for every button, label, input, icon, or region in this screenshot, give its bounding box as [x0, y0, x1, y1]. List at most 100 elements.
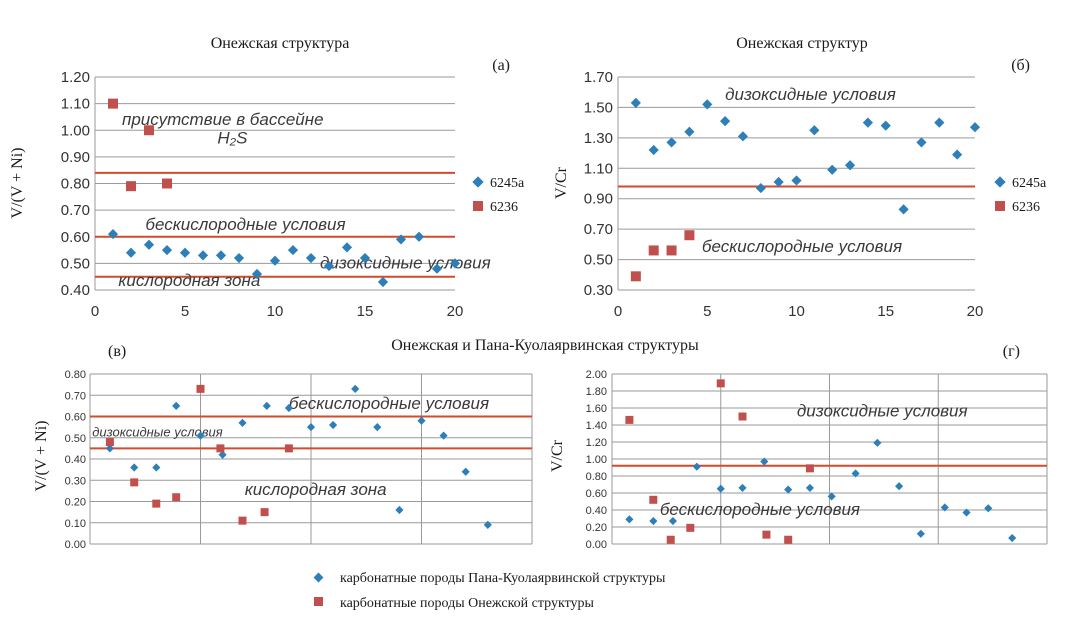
grid-d	[611, 373, 1048, 545]
data-point	[716, 379, 725, 388]
data-point	[284, 403, 293, 413]
data-point	[179, 247, 191, 258]
data-point	[716, 484, 725, 493]
y-tick-label: 1.20	[586, 437, 607, 449]
data-point	[144, 125, 154, 136]
data-point	[439, 431, 448, 440]
y-tick-label: 0.10	[65, 518, 86, 530]
y-ticks-b: 0.30 0.50 0.70 0.90 1.10 1.30 1.50 1.70	[584, 69, 613, 299]
y-tick-label: 0.40	[586, 505, 607, 517]
legend-entry: 6236	[995, 200, 1040, 215]
data-point	[625, 415, 634, 424]
annotation: дизоксидные условия	[725, 85, 896, 104]
y-tick-label: 0.00	[586, 539, 607, 551]
legend-entry: 6245а	[472, 176, 525, 191]
annotation: бескислородные условия	[145, 215, 345, 234]
data-point	[233, 252, 245, 264]
annotations-d: дизоксидные условия бескислородные услови…	[660, 402, 968, 520]
data-point	[862, 117, 873, 128]
legend-label: 6236	[490, 200, 518, 215]
data-point	[196, 384, 205, 393]
data-point	[162, 178, 172, 189]
legend-marker-square	[314, 597, 323, 606]
data-point	[648, 144, 659, 156]
data-point	[431, 263, 443, 274]
data-point	[666, 137, 677, 148]
data-point	[762, 530, 771, 539]
data-point	[844, 160, 856, 171]
chart-panel-a: Онежская структура (а) V/(V + Ni) 0.400.…	[9, 35, 525, 320]
x-tick-label: 10	[788, 303, 805, 320]
data-point	[107, 228, 119, 240]
data-point	[238, 516, 247, 525]
legend-label: 6245а	[490, 176, 525, 191]
y-tick-label: 1.00	[61, 122, 90, 139]
data-point	[449, 258, 461, 269]
data-point	[341, 242, 353, 253]
data-point	[686, 523, 695, 532]
grid-c	[89, 373, 533, 545]
data-point	[215, 250, 227, 261]
data-point	[649, 516, 658, 526]
legend-entry: 6245а	[994, 176, 1047, 191]
x-tick-label: 15	[357, 303, 374, 320]
data-point	[125, 247, 137, 258]
annotation: дизоксидные условия	[92, 425, 223, 440]
y-tick-label: 1.10	[584, 160, 613, 177]
data-point	[738, 412, 747, 421]
data-point	[805, 483, 814, 492]
y-tick-label: 0.20	[65, 497, 86, 509]
data-point	[851, 469, 860, 478]
legend-entry-pana: карбонатные породы Пана-Куолаярвинской с…	[313, 571, 666, 586]
x-tick-label: 10	[267, 303, 284, 320]
data-point	[130, 478, 139, 487]
data-point	[351, 384, 360, 393]
data-point	[738, 483, 747, 492]
data-point	[461, 467, 470, 476]
x-tick-label: 20	[967, 303, 984, 320]
chart-panel-d: (г) V/Cr 0.00 0.20 0.40 0.60 0.80 1.00 1.20 1.4…	[549, 343, 1048, 551]
y-tick-label: 1.00	[586, 454, 607, 466]
data-point	[969, 122, 981, 133]
annotation: кислородная зона	[118, 271, 260, 290]
y-tick-label: 0.60	[586, 488, 607, 500]
data-point	[755, 182, 766, 194]
annotation: кислородная зона	[245, 480, 387, 499]
grid-b	[617, 76, 975, 291]
y-axis-label-d: V/Cr	[549, 439, 566, 472]
threshold-lines-a	[95, 171, 455, 278]
data-point	[737, 131, 749, 142]
legend-marker	[473, 201, 483, 211]
data-point	[916, 137, 927, 148]
data-point	[172, 401, 181, 410]
data-point	[805, 464, 814, 473]
y-tick-label: 0.70	[65, 390, 86, 402]
y-tick-label: 0.80	[61, 176, 90, 193]
annotation: бескислородные условия	[660, 500, 860, 519]
x-tick-label: 20	[447, 303, 464, 320]
x-tick-label: 0	[614, 303, 622, 320]
data-point	[873, 438, 882, 447]
data-point	[197, 250, 209, 261]
annotation: дизоксидные условия	[320, 254, 491, 273]
y-ticks-a: 0.40 0.50 0.60 0.70 0.80 0.90 1.00 1.10 1.20	[61, 69, 90, 299]
marks-b	[630, 97, 981, 282]
data-point	[143, 239, 155, 250]
y-tick-label: 1.30	[584, 130, 613, 147]
data-point	[152, 499, 161, 508]
data-point	[895, 482, 904, 491]
data-point	[666, 535, 675, 544]
legend-label-onega: карбонатные породы Онежской структуры	[340, 596, 595, 611]
y-tick-label: 1.20	[61, 69, 90, 86]
data-point	[952, 149, 963, 160]
chart-panel-b: Онежская структур (б) V/Cr 0.300.500.700…	[553, 35, 1047, 320]
x-ticks-a: 0 5 10 15 20	[91, 303, 464, 320]
data-point	[784, 485, 793, 494]
figure-title: Онежская и Пана-Куолаярвинская структуры	[391, 337, 699, 354]
legend-label: 6245а	[1012, 176, 1047, 191]
x-tick-label: 5	[703, 303, 711, 320]
data-point	[880, 120, 891, 131]
panel-label-d: (г)	[1003, 343, 1020, 360]
legend-marker	[472, 176, 484, 188]
